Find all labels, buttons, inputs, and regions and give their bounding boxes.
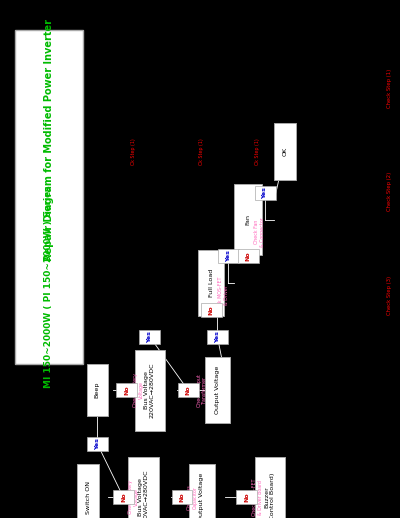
FancyBboxPatch shape [15, 30, 83, 364]
Text: MI 150~2000W ( PI 150~2000W ) Series: MI 150~2000W ( PI 150~2000W ) Series [44, 185, 54, 387]
FancyBboxPatch shape [134, 350, 165, 430]
FancyBboxPatch shape [255, 186, 276, 200]
FancyBboxPatch shape [139, 329, 160, 343]
FancyBboxPatch shape [218, 249, 238, 263]
FancyBboxPatch shape [236, 490, 257, 505]
Text: Check Step (2): Check Step (2) [388, 172, 392, 211]
Text: Check Bus
Capacitor: Check Bus Capacitor [187, 485, 198, 510]
FancyBboxPatch shape [178, 383, 198, 397]
Text: Yes: Yes [95, 438, 100, 450]
Text: Bus Voltage
220VAC→280VDC: Bus Voltage 220VAC→280VDC [144, 363, 155, 418]
Text: Yes: Yes [262, 187, 268, 199]
FancyBboxPatch shape [172, 490, 192, 505]
FancyBboxPatch shape [207, 329, 228, 343]
Text: Check Battery
Voltage: Check Battery Voltage [133, 373, 144, 407]
Text: Ck Step (1): Ck Step (1) [131, 138, 136, 165]
Text: Yes: Yes [215, 330, 220, 342]
FancyBboxPatch shape [238, 249, 258, 263]
Text: Check Step (3): Check Step (3) [388, 276, 392, 315]
Text: Check MOS-FET
& Driver Board: Check MOS-FET & Driver Board [252, 479, 263, 516]
Text: Ck Step (1): Ck Step (1) [200, 138, 204, 165]
Text: Output Voltage: Output Voltage [215, 366, 220, 414]
FancyBboxPatch shape [116, 383, 137, 397]
Text: Bus Voltage
220VAC→280VDC: Bus Voltage 220VAC→280VDC [138, 469, 149, 518]
FancyBboxPatch shape [255, 457, 285, 518]
Text: No: No [186, 385, 191, 395]
Text: No: No [209, 305, 214, 314]
Text: Ck Step (1): Ck Step (1) [255, 138, 260, 165]
Text: Check Fan
& Connector: Check Fan & Connector [254, 217, 265, 247]
Text: Beep: Beep [95, 382, 100, 398]
FancyBboxPatch shape [87, 437, 108, 451]
FancyBboxPatch shape [87, 364, 108, 416]
Text: No: No [124, 385, 129, 395]
Text: No: No [246, 251, 251, 261]
FancyBboxPatch shape [189, 464, 215, 518]
FancyBboxPatch shape [77, 464, 99, 518]
Text: No: No [121, 493, 126, 502]
Text: Output Voltage: Output Voltage [200, 473, 204, 518]
FancyBboxPatch shape [274, 123, 296, 180]
FancyBboxPatch shape [234, 184, 262, 255]
Text: OK: OK [283, 147, 288, 156]
Text: No: No [180, 493, 184, 502]
Text: Check Step (1): Check Step (1) [388, 68, 392, 108]
Text: Repair Diagram for Modified Power Inverter: Repair Diagram for Modified Power Invert… [44, 20, 54, 262]
Text: Check MOS-FET
& Driver: Check MOS-FET & Driver [218, 277, 229, 314]
Text: Yes: Yes [226, 250, 231, 262]
Text: Check Output
Transformer: Check Output Transformer [196, 373, 207, 407]
Text: Yes: Yes [147, 330, 152, 342]
FancyBboxPatch shape [128, 457, 158, 518]
FancyBboxPatch shape [113, 490, 134, 505]
Text: Switch ON: Switch ON [86, 481, 90, 514]
Text: Fan: Fan [246, 214, 251, 225]
Text: Buzzer
(Control Board): Buzzer (Control Board) [264, 472, 275, 518]
Text: Check Battery
Voltage: Check Battery Voltage [128, 480, 139, 514]
Text: No: No [244, 493, 249, 502]
FancyBboxPatch shape [205, 357, 230, 423]
FancyBboxPatch shape [201, 303, 222, 317]
FancyBboxPatch shape [198, 250, 224, 316]
Text: Full Load: Full Load [209, 269, 214, 297]
